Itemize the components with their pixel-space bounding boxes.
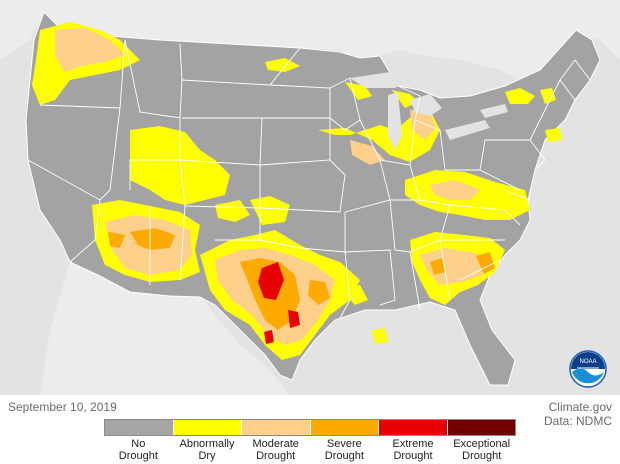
credit-data: Data: NDMC (543, 414, 612, 428)
legend-label-line1: Severe (326, 438, 362, 450)
legend-labels: No Drought Abnormally Dry Moderate Droug… (104, 438, 516, 462)
legend-swatch-extreme (379, 420, 448, 435)
legend-label-line1: Exceptional (453, 438, 511, 450)
legend-swatch-exceptional (447, 420, 515, 435)
great-lakes (350, 72, 508, 150)
date-label: September 10, 2019 (8, 400, 117, 414)
legend-label-line2: Dry (198, 450, 216, 462)
drought-areas (32, 22, 562, 360)
drought-map (0, 0, 620, 395)
legend-label-line2: Drought (256, 450, 296, 462)
mexico-land (40, 262, 290, 395)
legend-label: Severe Drought (310, 438, 379, 462)
legend-label-line1: No (131, 438, 146, 450)
legend-bar (104, 419, 516, 436)
noaa-logo-icon: NOAA (569, 350, 607, 388)
legend-label: Exceptional Drought (447, 438, 516, 462)
credit-site: Climate.gov (548, 400, 612, 414)
legend: No Drought Abnormally Dry Moderate Droug… (104, 419, 516, 462)
legend-label: Abnormally Dry (173, 438, 242, 462)
legend-label-line2: Drought (118, 450, 158, 462)
us-drought-map-svg (0, 0, 620, 395)
legend-label-line2: Drought (324, 450, 364, 462)
credit-block: Climate.gov Data: NDMC (544, 400, 612, 428)
legend-label-line2: Drought (462, 450, 502, 462)
noaa-logo-text: NOAA (579, 359, 596, 365)
state-borders (27, 39, 591, 319)
legend-label-line1: Moderate (252, 438, 299, 450)
legend-label-line2: Drought (393, 450, 433, 462)
legend-label-line1: Abnormally (179, 438, 235, 450)
canada-land (0, 0, 620, 80)
legend-swatch-no-drought (105, 420, 174, 435)
legend-label: Extreme Drought (379, 438, 448, 462)
legend-label-line1: Extreme (392, 438, 434, 450)
legend-swatch-abnormally-dry (173, 420, 242, 435)
legend-label: No Drought (104, 438, 173, 462)
legend-label: Moderate Drought (241, 438, 310, 462)
legend-swatch-severe (310, 420, 379, 435)
legend-swatch-moderate (242, 420, 311, 435)
